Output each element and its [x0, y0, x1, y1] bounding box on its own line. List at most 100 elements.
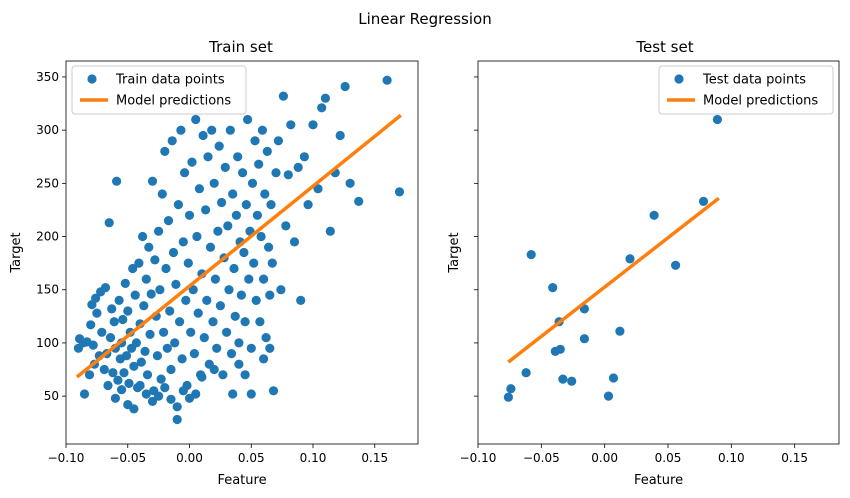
- train-data-point: [218, 370, 228, 380]
- train-data-point: [210, 274, 220, 284]
- test-data-point: [548, 283, 558, 293]
- train-data-point: [354, 196, 364, 206]
- train-data-point: [259, 274, 269, 284]
- train-data-point: [119, 368, 129, 378]
- train-data-point: [340, 81, 350, 92]
- train-data-point: [128, 263, 138, 274]
- train-data-point: [146, 289, 156, 299]
- train-data-point: [268, 386, 279, 396]
- figure-title: Linear Regression: [358, 10, 491, 28]
- test-data-point: [526, 250, 536, 260]
- train-data-point: [161, 263, 171, 274]
- train-data-point: [233, 152, 243, 162]
- train-axes-frame: [65, 60, 419, 445]
- test-data-point: [615, 326, 625, 336]
- train-y-ticks: 50 100 150 200 250 300 350: [36, 70, 66, 403]
- test-data-point: [712, 114, 723, 125]
- train-data-point: [144, 242, 154, 252]
- train-data-point: [187, 157, 197, 167]
- train-data-point: [157, 189, 167, 199]
- train-data-point: [192, 231, 202, 242]
- train-data-point: [222, 327, 232, 337]
- train-data-point: [214, 141, 224, 151]
- train-data-point: [203, 152, 213, 162]
- train-data-point: [230, 311, 240, 321]
- train-data-point: [130, 290, 140, 300]
- train-data-point: [86, 320, 96, 330]
- train-data-point: [239, 247, 249, 258]
- train-data-point: [231, 210, 241, 220]
- test-data-point: [698, 196, 709, 206]
- train-data-point: [162, 343, 172, 353]
- test-axes-frame: [477, 60, 840, 445]
- train-data-point: [325, 226, 335, 236]
- train-data-point: [92, 308, 102, 318]
- train-data-point: [256, 231, 266, 242]
- train-data-point: [317, 103, 327, 113]
- train-data-point: [165, 306, 175, 316]
- test-x-tick-label: −0.05: [523, 451, 560, 465]
- test-data-point: [506, 384, 516, 394]
- train-data-point: [267, 258, 277, 268]
- train-data-point: [293, 162, 303, 172]
- train-data-point: [176, 125, 186, 135]
- train-data-point: [209, 364, 219, 375]
- train-data-point: [113, 375, 123, 385]
- train-data-point: [88, 340, 98, 350]
- train-data-point: [240, 317, 250, 327]
- test-x-tick-label: 0.05: [655, 451, 682, 465]
- test-data-point: [671, 260, 681, 270]
- train-data-point: [124, 378, 134, 388]
- train-data-point: [266, 200, 276, 210]
- train-data-point: [150, 255, 160, 265]
- train-data-point: [105, 333, 116, 343]
- train-data-point: [147, 396, 158, 406]
- test-legend: Test data points Model predictions: [658, 65, 834, 115]
- test-x-label: Feature: [634, 473, 683, 488]
- train-data-point: [240, 370, 250, 380]
- train-data-point: [313, 184, 323, 194]
- train-x-tick-label: 0.00: [176, 451, 203, 465]
- train-y-tick-label: 300: [36, 123, 59, 137]
- train-data-point: [238, 168, 248, 178]
- train-data-point: [262, 146, 272, 156]
- train-data-point: [145, 329, 155, 339]
- test-panel: Test set −0.10 −0.05 0.00 0.05 0.10 0.15 Feat…: [447, 38, 840, 488]
- test-data-point: [567, 376, 577, 386]
- train-data-point: [215, 301, 225, 311]
- train-data-point: [181, 295, 191, 305]
- train-data-point: [201, 205, 211, 215]
- train-data-point: [180, 168, 190, 178]
- test-data-point: [649, 210, 659, 220]
- train-data-point: [259, 354, 269, 364]
- train-data-point: [108, 368, 118, 378]
- train-title: Train set: [208, 38, 273, 56]
- train-x-tick-label: 0.10: [300, 451, 327, 465]
- train-plot-area: [73, 75, 405, 425]
- test-plot-area: [503, 114, 723, 402]
- train-data-point: [172, 414, 182, 425]
- train-data-point: [171, 279, 181, 289]
- train-data-point: [114, 295, 124, 305]
- train-x-ticks: −0.10 −0.05 0.00 0.05 0.10 0.15: [48, 444, 388, 465]
- train-x-tick-label: 0.05: [238, 451, 265, 465]
- train-data-point: [178, 237, 188, 247]
- train-data-point: [136, 357, 146, 367]
- train-data-point: [79, 389, 90, 399]
- train-data-point: [303, 200, 313, 210]
- train-data-point: [189, 349, 199, 359]
- train-data-point: [212, 343, 222, 353]
- train-data-point: [207, 125, 217, 135]
- train-data-point: [140, 346, 150, 356]
- train-data-point: [170, 338, 180, 348]
- test-x-tick-label: 0.15: [781, 451, 808, 465]
- train-data-point: [278, 91, 288, 101]
- train-data-point: [246, 343, 256, 353]
- train-data-point: [255, 317, 265, 327]
- train-data-point: [84, 370, 95, 380]
- test-data-point: [579, 334, 590, 344]
- train-data-point: [246, 389, 256, 399]
- train-data-point: [120, 278, 130, 288]
- test-data-point: [603, 391, 614, 401]
- train-data-point: [241, 200, 251, 210]
